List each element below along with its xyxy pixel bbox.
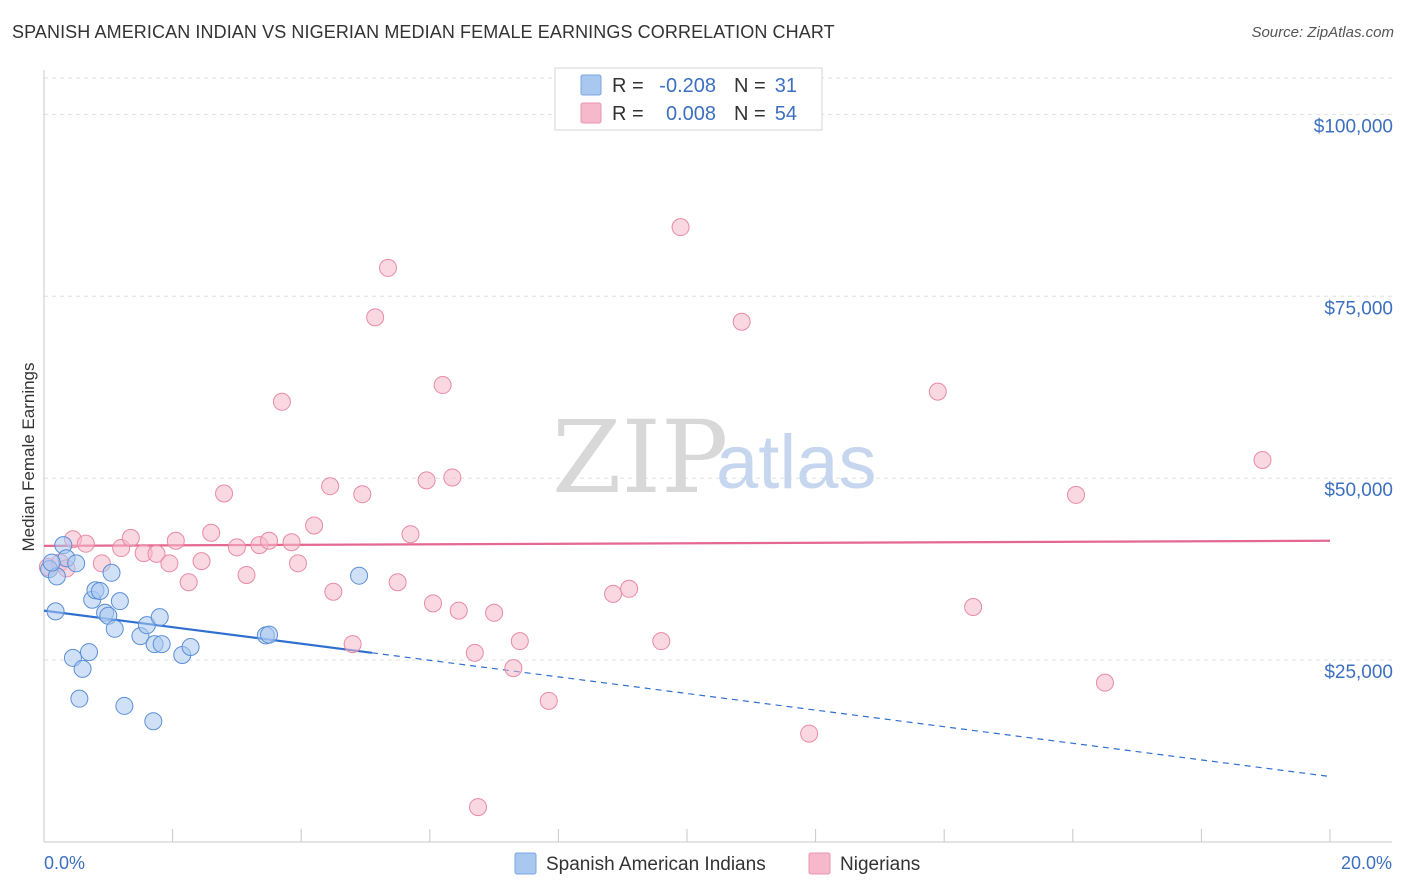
watermark-atlas: atlas — [716, 420, 877, 505]
data-points — [38, 218, 1272, 817]
data-point-spanish — [181, 637, 200, 656]
data-point-nigerian — [160, 554, 179, 573]
y-tick-label: $75,000 — [1324, 298, 1393, 319]
y-axis-tick-labels: $25,000 $50,000 $75,000 $100,000 — [1314, 116, 1393, 683]
data-point-nigerian — [227, 538, 246, 557]
data-point-nigerian — [443, 468, 462, 487]
data-point-spanish — [70, 689, 89, 708]
data-point-nigerian — [366, 308, 385, 327]
data-point-nigerian — [510, 632, 529, 651]
y-tick-label: $25,000 — [1324, 662, 1393, 683]
data-point-spanish — [260, 625, 279, 644]
data-point-nigerian — [485, 603, 504, 622]
data-point-spanish — [46, 602, 65, 621]
data-point-nigerian — [215, 484, 234, 503]
chart-title: SPANISH AMERICAN INDIAN VS NIGERIAN MEDI… — [12, 22, 835, 42]
data-point-spanish — [102, 563, 121, 582]
data-point-nigerian — [288, 554, 307, 573]
y-tick-label: $100,000 — [1314, 116, 1393, 137]
source-label: Source: ZipAtlas.com — [1251, 24, 1394, 41]
data-point-nigerian — [166, 531, 185, 550]
data-point-nigerian — [504, 659, 523, 678]
data-point-nigerian — [353, 485, 372, 504]
data-point-nigerian — [272, 392, 291, 411]
y-axis-title: Median Female Earnings — [19, 363, 38, 552]
data-point-nigerian — [424, 594, 443, 613]
data-point-nigerian — [671, 218, 690, 237]
data-point-spanish — [80, 643, 99, 662]
data-point-nigerian — [652, 632, 671, 651]
legend-r-label-spanish: R = — [612, 75, 644, 97]
data-point-nigerian — [76, 534, 95, 553]
data-point-spanish — [144, 712, 163, 731]
data-point-nigerian — [282, 533, 301, 552]
legend-r-value-nigerian: 0.008 — [666, 103, 716, 125]
data-point-nigerian — [343, 635, 362, 654]
data-point-nigerian — [1067, 485, 1086, 504]
legend-swatch-spanish — [580, 74, 602, 96]
data-point-nigerian — [928, 382, 947, 401]
x-tick-label-min: 0.0% — [44, 853, 85, 873]
data-point-nigerian — [305, 516, 324, 535]
data-point-nigerian — [1253, 451, 1272, 469]
legend-r-value-spanish: -0.208 — [659, 75, 716, 97]
data-point-spanish — [150, 608, 169, 627]
y-tick-label: $50,000 — [1324, 480, 1393, 501]
data-point-nigerian — [401, 525, 420, 544]
data-point-spanish — [137, 616, 156, 635]
data-point-nigerian — [620, 579, 639, 598]
data-point-nigerian — [604, 584, 623, 603]
legend-swatch-nigerian — [580, 102, 602, 124]
data-point-spanish — [105, 619, 124, 638]
data-point-nigerian — [147, 544, 166, 563]
data-point-spanish — [115, 696, 134, 715]
watermark-zip: ZIP — [552, 399, 728, 516]
legend-n-value-nigerian: 54 — [775, 103, 797, 125]
data-point-nigerian — [388, 573, 407, 592]
legend-n-label-nigerian: N = — [734, 103, 766, 125]
data-point-nigerian — [321, 477, 340, 496]
data-point-nigerian — [192, 552, 211, 571]
x-tick-label-max: 20.0% — [1341, 853, 1392, 873]
data-point-nigerian — [964, 597, 983, 616]
data-point-nigerian — [379, 258, 398, 277]
legend-n-label-spanish: N = — [734, 75, 766, 97]
data-point-nigerian — [417, 471, 436, 490]
data-point-nigerian — [800, 724, 819, 743]
data-point-spanish — [110, 592, 129, 611]
trend-lines — [43, 539, 1331, 778]
series-legend-swatch-spanish — [514, 852, 537, 875]
data-point-nigerian — [260, 531, 279, 550]
series-legend-label-spanish: Spanish American Indians — [546, 854, 766, 875]
legend-r-label-nigerian: R = — [612, 103, 644, 125]
data-point-spanish — [42, 553, 61, 572]
data-point-nigerian — [449, 601, 468, 620]
data-point-nigerian — [469, 798, 488, 817]
legend-n-value-spanish: 31 — [775, 75, 797, 97]
correlation-legend: R = -0.208 N = 31 R = 0.008 N = 54 — [554, 67, 823, 131]
data-point-spanish — [90, 581, 109, 600]
x-axis-ticks — [43, 829, 1331, 842]
series-legend-swatch-nigerian — [808, 852, 831, 875]
data-point-nigerian — [324, 582, 343, 601]
data-point-nigerian — [179, 573, 198, 592]
data-point-spanish — [350, 566, 369, 585]
data-point-nigerian — [237, 565, 256, 584]
data-point-nigerian — [202, 523, 221, 542]
data-point-nigerian — [539, 691, 558, 710]
data-point-nigerian — [121, 528, 140, 547]
data-point-spanish — [73, 659, 92, 678]
trend-line-extension-spanish — [371, 652, 1331, 778]
data-point-nigerian — [732, 312, 751, 331]
data-point-nigerian — [1095, 673, 1114, 692]
data-point-nigerian — [433, 376, 452, 395]
series-legend: Spanish American Indians Nigerians — [514, 852, 920, 875]
series-legend-label-nigerian: Nigerians — [840, 854, 920, 875]
data-point-spanish — [152, 635, 171, 654]
data-point-spanish — [67, 554, 86, 573]
data-point-nigerian — [465, 643, 484, 662]
